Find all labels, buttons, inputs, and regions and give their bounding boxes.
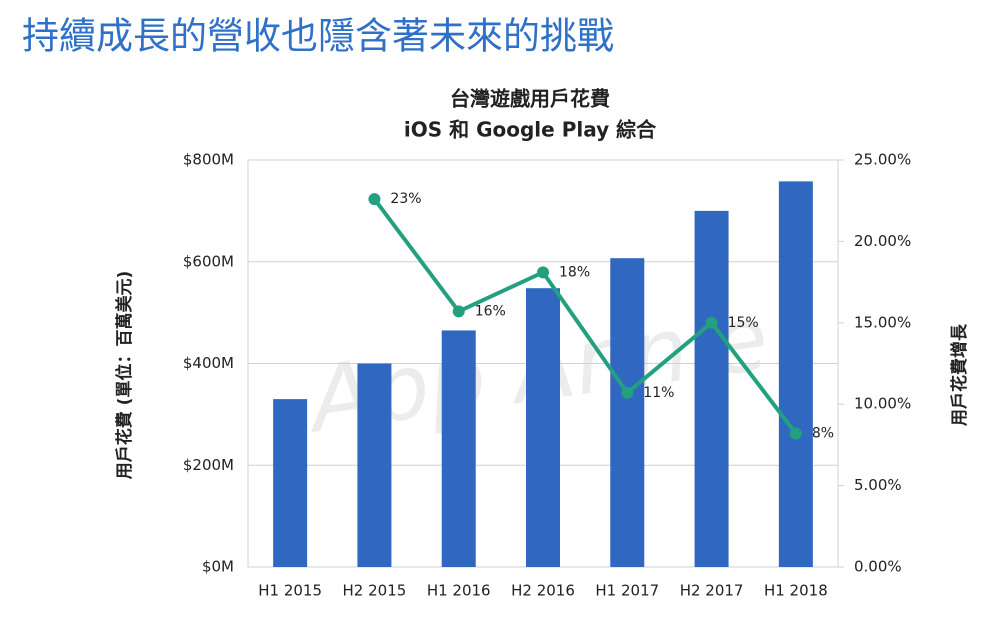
line-point [452,305,465,318]
chart-title: 台灣遊戲用戶花費 [450,87,610,111]
y-axis-label: 用戶花費 (單位：百萬美元) [114,271,135,479]
data-label: 18% [559,264,590,280]
x-tick-label: H2 2016 [511,582,575,600]
bar [526,288,560,567]
bar [441,330,476,567]
data-label: 23% [390,191,421,207]
y2-tick-label: 10.00% [854,395,911,413]
y-tick-label: $0M [202,558,234,576]
data-label: 11% [643,385,674,401]
bar [694,210,729,567]
line-point [789,427,802,440]
chart-subtitle: iOS 和 Google Play 綜合 [404,118,657,142]
line-point [621,386,634,399]
x-tick-label: H1 2015 [258,582,322,600]
y-tick-label: $200M [183,456,234,474]
line-point [368,193,381,206]
y2-axis-label: 用戶花費增長 [949,323,970,426]
y2-tick-label: 5.00% [854,476,902,494]
y2-tick-label: 25.00% [854,151,911,169]
y2-tick-label: 0.00% [854,558,902,576]
y2-tick-label: 20.00% [854,232,911,250]
y-tick-label: $400M [183,354,234,372]
data-label: 8% [812,426,834,442]
data-label: 16% [475,303,506,319]
line-point [705,316,718,329]
heading: 持續成長的營收也隱含著未來的挑戰 [22,15,614,58]
y-tick-label: $800M [183,151,234,169]
bar [778,181,813,567]
bar [610,258,645,567]
x-tick-label: H1 2017 [595,582,659,600]
y2-tick-label: 15.00% [854,313,911,331]
bar [357,363,392,567]
line [372,197,798,435]
data-label: 15% [728,315,759,331]
y-tick-label: $600M [183,252,234,270]
x-tick-label: H1 2016 [427,582,491,600]
x-tick-label: H2 2017 [680,582,744,600]
x-tick-label: H2 2015 [343,582,407,600]
line-point [537,266,549,279]
bar [273,399,308,567]
x-tick-label: H1 2018 [764,582,828,600]
